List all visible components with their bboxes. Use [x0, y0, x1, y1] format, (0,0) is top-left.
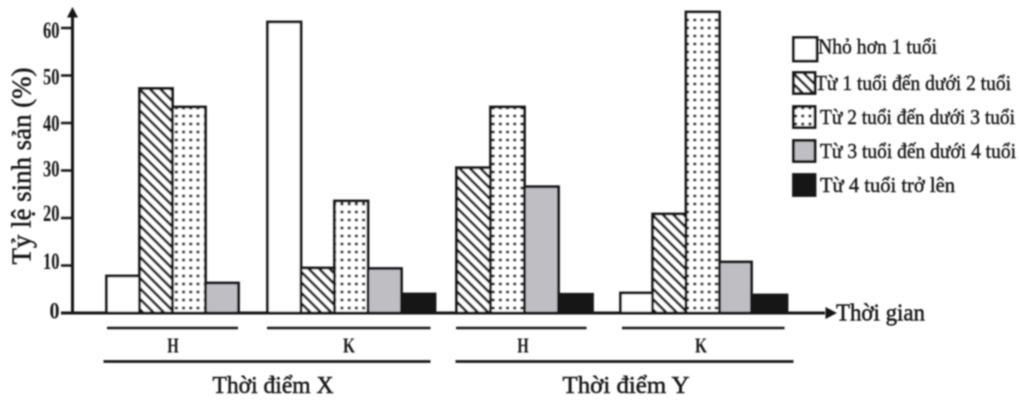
svg-text:30: 30 [43, 157, 60, 182]
svg-text:Thời điểm Y: Thời điểm Y [563, 373, 690, 399]
svg-text:20: 20 [43, 201, 60, 226]
svg-text:50: 50 [43, 64, 60, 89]
svg-text:60: 60 [43, 18, 60, 43]
svg-text:K: K [695, 334, 707, 358]
svg-text:Thời điểm X: Thời điểm X [213, 373, 334, 399]
svg-text:Tỷ lệ sinh sản (%): Tỷ lệ sinh sản (%) [7, 68, 37, 265]
svg-text:Từ 1 tuổi đến dưới 2 tuổi: Từ 1 tuổi đến dưới 2 tuổi [815, 71, 1011, 95]
svg-text:Từ 3 tuổi đến dưới 4 tuổi: Từ 3 tuổi đến dưới 4 tuổi [820, 139, 1016, 163]
svg-text:Nhỏ hơn 1 tuổi: Nhỏ hơn 1 tuổi [818, 35, 937, 59]
svg-text:Từ 4 tuổi trở lên: Từ 4 tuổi trở lên [820, 173, 955, 197]
svg-text:Từ 2 tuổi đến dưới 3 tuổi: Từ 2 tuổi đến dưới 3 tuổi [820, 105, 1015, 129]
svg-text:Thời gian: Thời gian [836, 300, 925, 327]
svg-text:0: 0 [50, 299, 60, 324]
svg-text:H: H [517, 334, 529, 358]
svg-text:10: 10 [43, 249, 60, 274]
svg-text:H: H [167, 334, 179, 358]
svg-text:40: 40 [43, 111, 60, 136]
svg-text:K: K [343, 334, 355, 358]
